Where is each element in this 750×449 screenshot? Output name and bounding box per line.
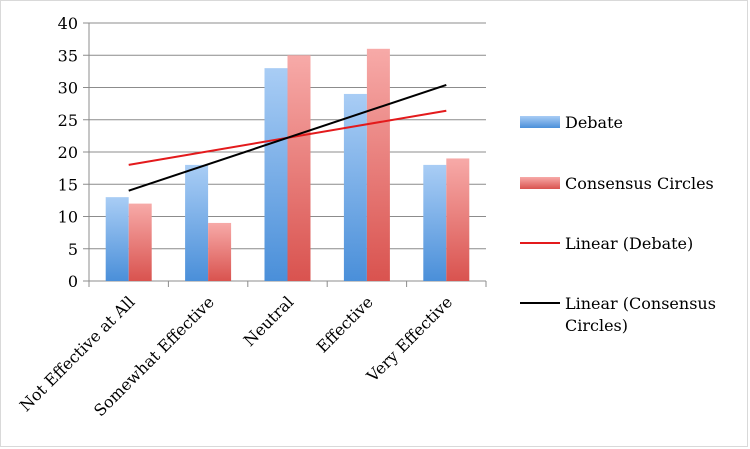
- legend: Debate Consensus Circles Linear (Debate) Li…: [520, 113, 716, 335]
- bars: [105, 48, 470, 282]
- y-tick-label: 40: [58, 14, 78, 33]
- y-tick-label: 30: [58, 79, 78, 98]
- bar-debate: [185, 164, 209, 281]
- x-category-label: Effective: [313, 292, 377, 356]
- y-tick-label: 15: [58, 175, 78, 194]
- x-category-label: Very Effective: [362, 292, 456, 386]
- legend-swatch: [520, 116, 560, 128]
- bar-consensus-circles: [366, 48, 390, 281]
- y-tick-labels: 0 5 10 15 20 25 30 35 40: [58, 14, 78, 291]
- y-tick-label: 25: [58, 111, 78, 130]
- legend-label: Consensus Circles: [565, 174, 714, 193]
- y-tick-label: 20: [58, 143, 78, 162]
- bar-debate: [264, 68, 288, 282]
- legend-swatch: [520, 177, 560, 189]
- bar-consensus-circles: [208, 222, 232, 281]
- y-tick-label: 0: [68, 272, 78, 291]
- bar-consensus-circles: [287, 55, 311, 281]
- y-tick-label: 10: [58, 208, 78, 227]
- x-category-label: Neutral: [240, 292, 298, 350]
- trendlines: [128, 83, 447, 192]
- bar-debate: [105, 197, 129, 281]
- legend-label: Debate: [565, 113, 623, 132]
- bar-consensus-circles: [446, 158, 470, 281]
- y-tick-label: 5: [68, 240, 78, 259]
- legend-label: Linear (Debate): [565, 234, 693, 253]
- trendline: [128, 83, 447, 192]
- y-tick-label: 35: [58, 46, 78, 65]
- bar-debate: [423, 164, 447, 281]
- legend-label: Linear (Consensus Circles): [565, 294, 716, 335]
- bar-consensus-circles: [128, 203, 152, 281]
- bar-debate: [343, 93, 367, 281]
